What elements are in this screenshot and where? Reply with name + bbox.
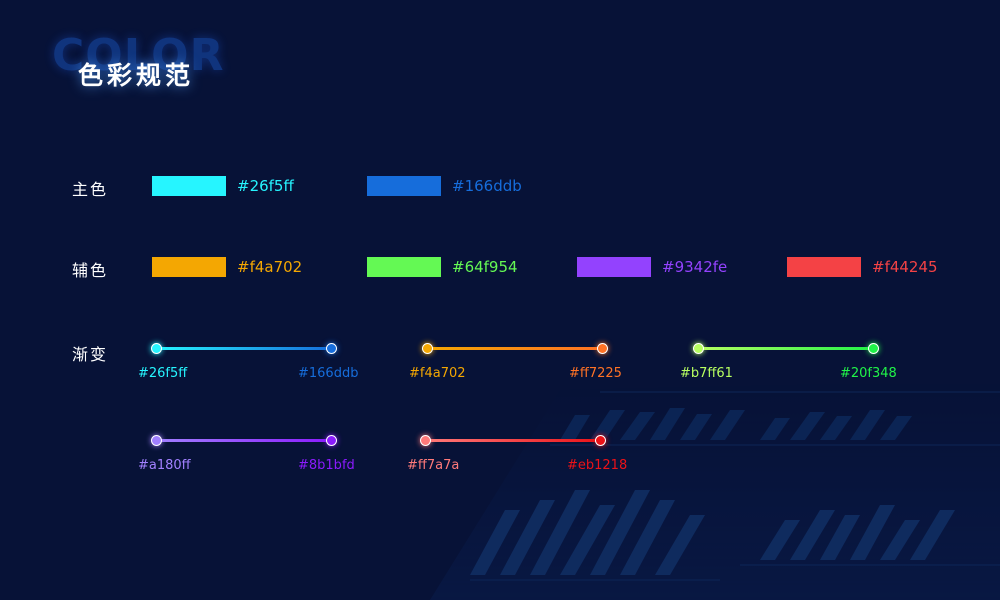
gradient-label: 渐变 <box>72 345 109 364</box>
gradient-bar-1 <box>156 347 332 350</box>
gradient-bar-2 <box>427 347 603 350</box>
page-title: 色彩规范 <box>78 61 195 90</box>
gradient-end-label-2: #ff7225 <box>569 366 622 381</box>
gradient-start-label-2: #f4a702 <box>409 366 466 381</box>
gradient-bar-5 <box>425 439 601 442</box>
gradient-start-dot-5 <box>420 435 431 446</box>
gradient-start-label-5: #ff7a7a <box>407 458 460 473</box>
gradient-start-dot-4 <box>151 435 162 446</box>
gradient-end-label-3: #20f348 <box>840 366 897 381</box>
secondary-swatch-1 <box>152 257 226 277</box>
gradient-start-dot-3 <box>693 343 704 354</box>
gradient-end-label-4: #8b1bfd <box>298 458 355 473</box>
secondary-hex-4: #f44245 <box>872 258 938 276</box>
primary-colors-label: 主色 <box>72 180 109 199</box>
gradient-end-dot-3 <box>868 343 879 354</box>
secondary-hex-1: #f4a702 <box>237 258 303 276</box>
gradient-start-label-3: #b7ff61 <box>680 366 733 381</box>
gradient-start-label-4: #a180ff <box>138 458 191 473</box>
secondary-swatch-3 <box>577 257 651 277</box>
gradient-end-label-1: #166ddb <box>298 366 359 381</box>
primary-hex-1: #26f5ff <box>237 177 294 195</box>
gradient-end-dot-5 <box>595 435 606 446</box>
primary-swatch-2 <box>367 176 441 196</box>
header-ghost-text: COLOR <box>52 30 225 81</box>
secondary-swatch-4 <box>787 257 861 277</box>
gradient-end-label-5: #eb1218 <box>567 458 628 473</box>
gradient-end-dot-1 <box>326 343 337 354</box>
primary-hex-2: #166ddb <box>452 177 522 195</box>
primary-swatch-1 <box>152 176 226 196</box>
gradient-start-dot-2 <box>422 343 433 354</box>
secondary-colors-label: 辅色 <box>72 261 109 280</box>
gradient-bar-3 <box>698 347 874 350</box>
secondary-hex-3: #9342fe <box>662 258 728 276</box>
gradient-end-dot-4 <box>326 435 337 446</box>
gradient-start-dot-1 <box>151 343 162 354</box>
secondary-hex-2: #64f954 <box>452 258 518 276</box>
gradient-bar-4 <box>156 439 332 442</box>
secondary-swatch-2 <box>367 257 441 277</box>
gradient-end-dot-2 <box>597 343 608 354</box>
gradient-start-label-1: #26f5ff <box>138 366 188 381</box>
